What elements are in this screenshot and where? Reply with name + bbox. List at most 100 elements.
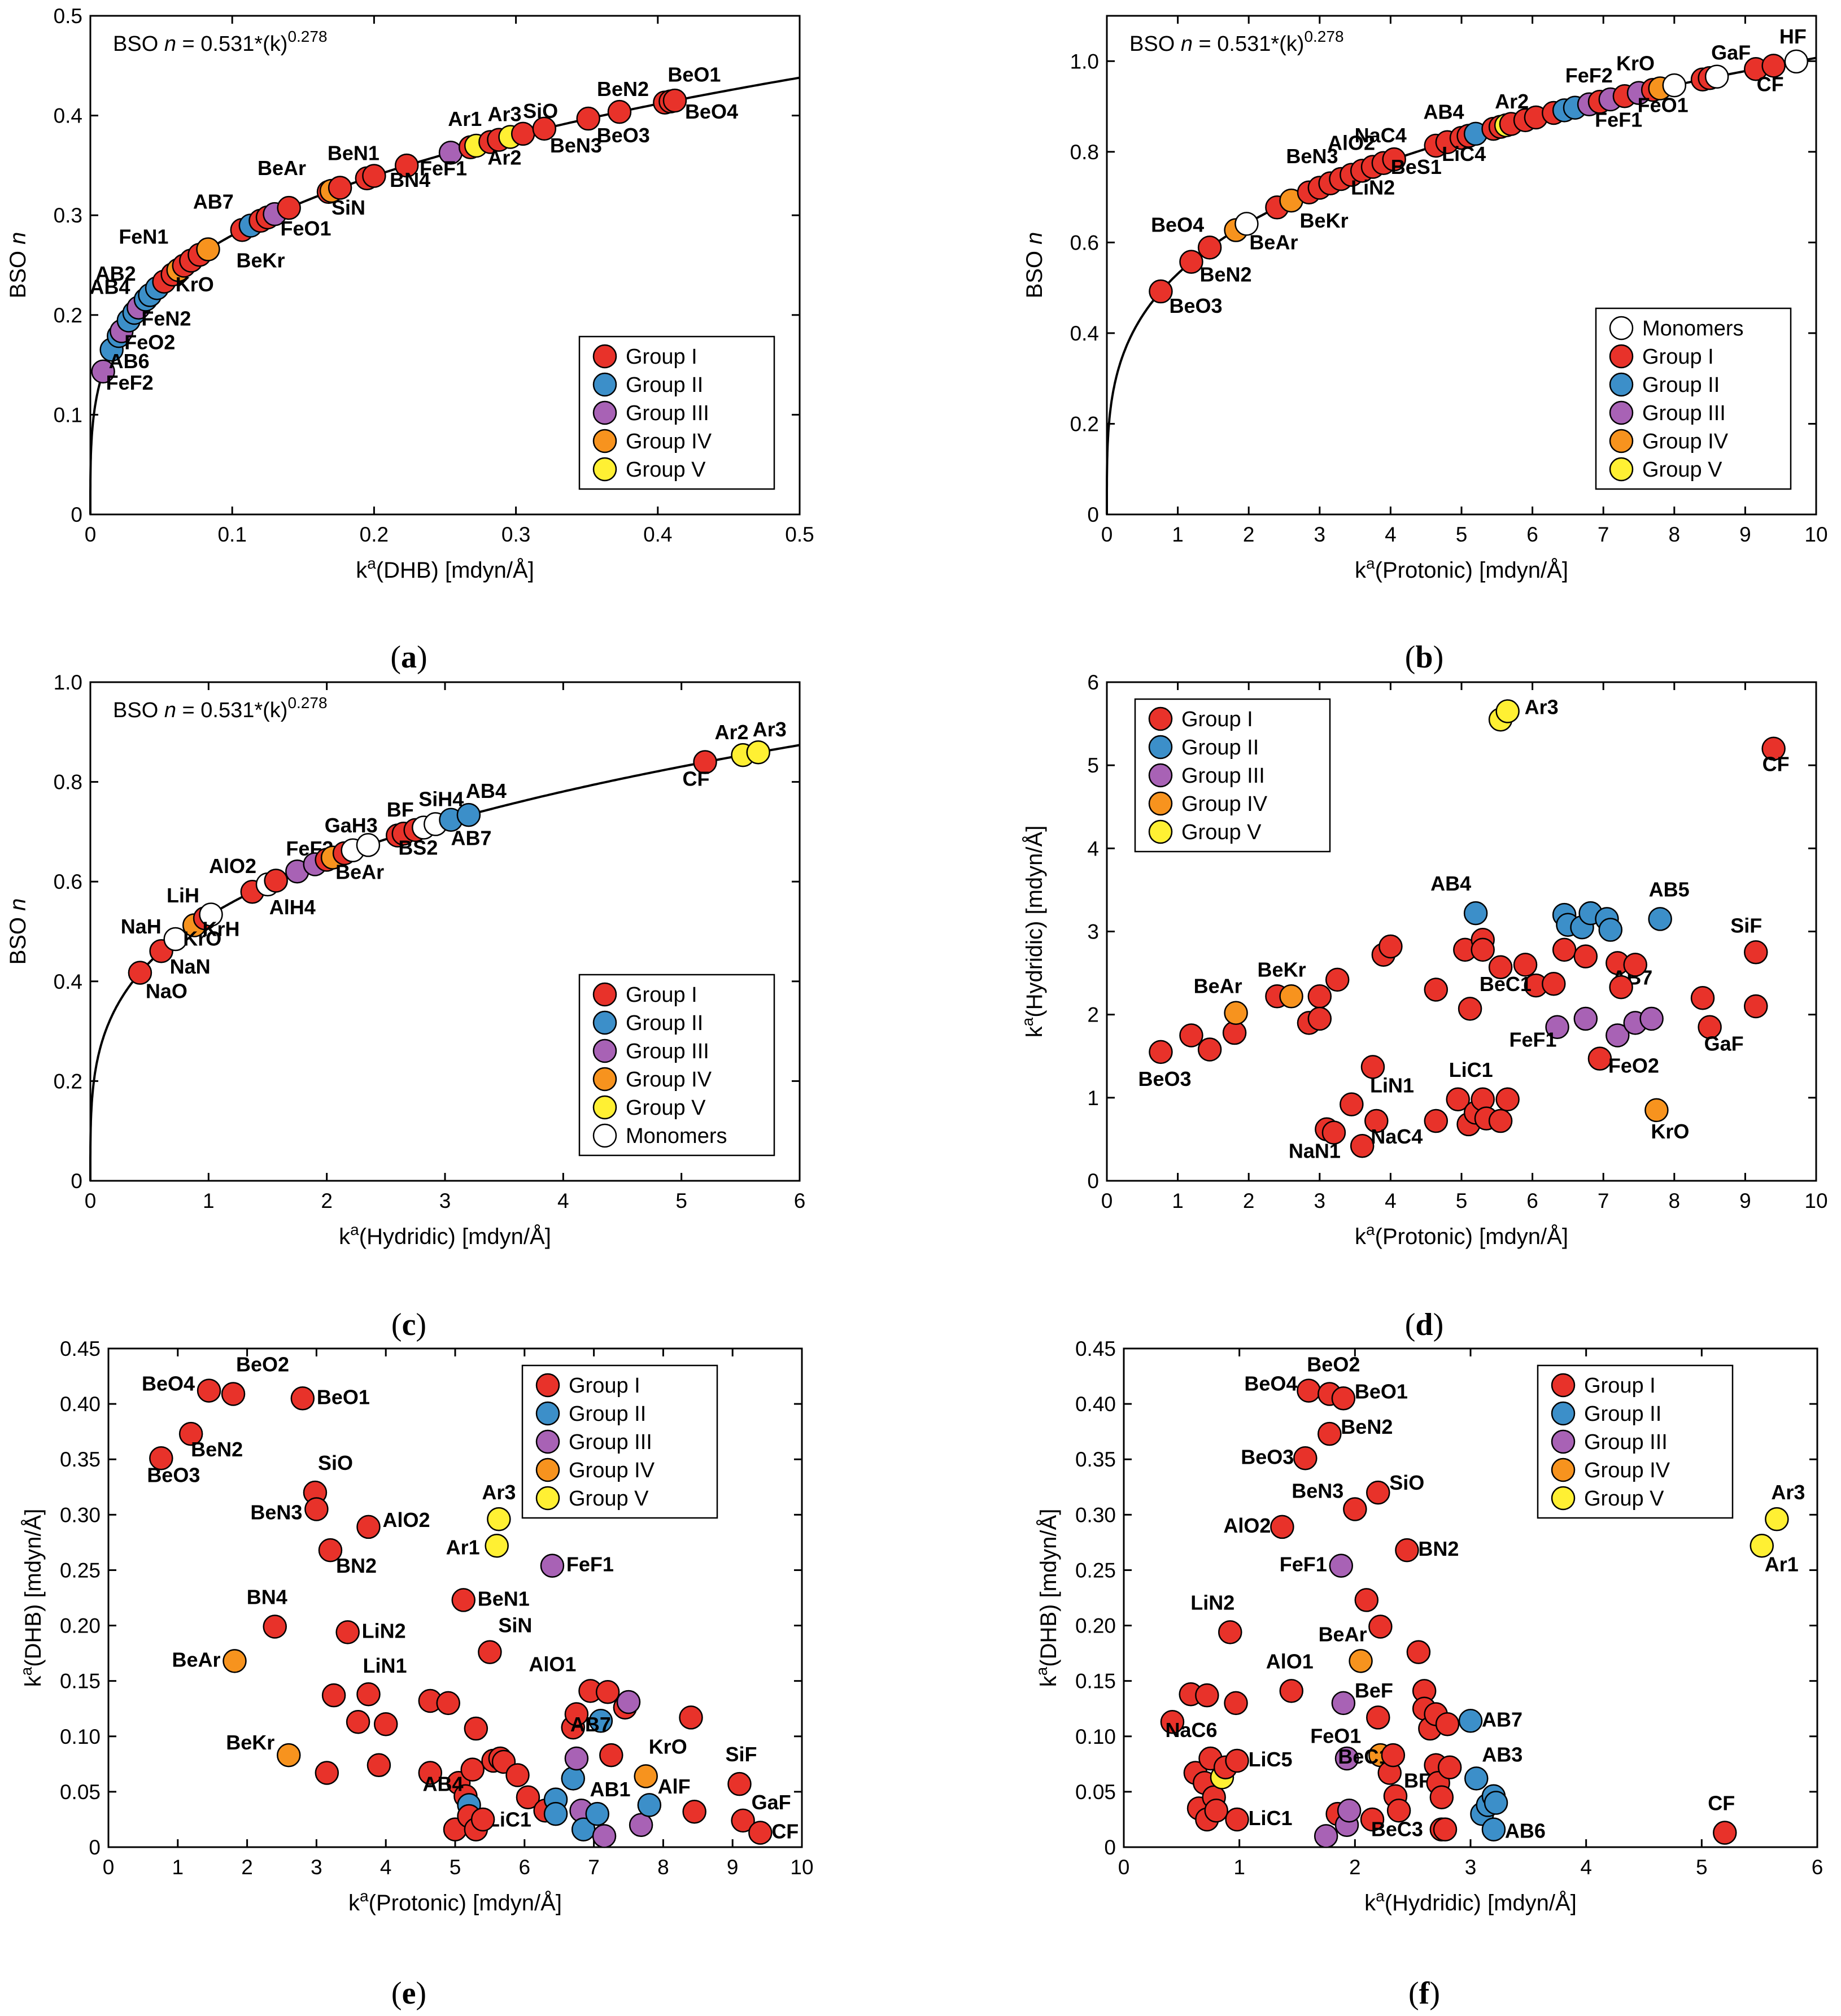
y-tick-label: 0 xyxy=(1087,1170,1099,1193)
point-label: BeO2 xyxy=(236,1352,289,1376)
point-label: BeO4 xyxy=(1151,213,1204,236)
point-unlabeled xyxy=(1386,1798,1411,1823)
y-tick-label: 0.6 xyxy=(1070,231,1099,254)
point-unlabeled xyxy=(585,1801,609,1826)
point-bear xyxy=(1349,1649,1373,1673)
point-label: BeKr xyxy=(236,249,285,272)
legend-marker xyxy=(592,372,617,397)
legend-marker xyxy=(1148,791,1173,816)
point-beo3 xyxy=(1293,1446,1318,1470)
legend-marker xyxy=(1551,1373,1576,1398)
legend: Group I Group II Group III Group IV Group V xyxy=(1537,1364,1734,1519)
y-tick-label: 0 xyxy=(71,503,82,526)
x-axis-title-rest: (DHB) [mdyn/Å] xyxy=(376,557,534,583)
x-tick-label: 7 xyxy=(1598,1189,1609,1212)
point-label: BeN1 xyxy=(478,1587,530,1610)
point-beo3 xyxy=(576,106,600,131)
point-unlabeled xyxy=(1484,1791,1508,1815)
point-ab5 xyxy=(1648,907,1672,931)
point-lin1 xyxy=(1360,1055,1385,1079)
legend-label: Group I xyxy=(1181,708,1253,731)
legend-label: Monomers xyxy=(626,1124,727,1148)
point-unlabeled xyxy=(1623,953,1647,977)
point-fef1 xyxy=(1329,1554,1354,1578)
point-label: AB4 xyxy=(1424,101,1464,124)
point-label: LiH xyxy=(167,884,199,907)
point-label: NaC4 xyxy=(1355,124,1407,147)
legend-label: Group II xyxy=(1584,1402,1661,1426)
legend-label: Group V xyxy=(1181,821,1262,844)
point-unlabeled xyxy=(1195,1683,1219,1708)
y-axis-title: BSO n xyxy=(6,898,30,965)
y-tick-label: 0.45 xyxy=(60,1337,101,1360)
point-label: AlO2 xyxy=(1223,1514,1271,1537)
point-label: Ar1 xyxy=(448,107,482,130)
x-tick-label: 2 xyxy=(1349,1856,1361,1879)
point-unlabeled xyxy=(1437,1755,1462,1779)
point-label: CF xyxy=(683,767,710,791)
x-tick-label: 6 xyxy=(519,1856,531,1879)
point-ab4 xyxy=(1463,901,1488,926)
x-tick-label: 2 xyxy=(321,1189,333,1212)
x-tick-label: 1 xyxy=(1233,1856,1245,1879)
point-label: BeN3 xyxy=(1292,1480,1343,1503)
point-unlabeled xyxy=(1458,997,1482,1021)
legend: Group I Group II Group III Group IV Group V xyxy=(578,335,775,490)
point-label: AlO2 xyxy=(383,1508,430,1531)
eq-exp: 0.278 xyxy=(287,694,327,712)
point-label: AlO1 xyxy=(529,1652,576,1675)
point-ben2 xyxy=(178,1421,203,1446)
point-label: LiC1 xyxy=(1249,1806,1293,1830)
point-nac4 xyxy=(1382,147,1406,172)
point-label: BeC1 xyxy=(1480,972,1532,996)
point-beo3 xyxy=(1149,279,1173,304)
point-ar3 xyxy=(1765,1507,1789,1531)
point-unlabeled xyxy=(564,1746,589,1771)
point-label: Ar3 xyxy=(1771,1481,1805,1504)
point-label: BeO1 xyxy=(317,1385,370,1408)
point-label: BeAr xyxy=(172,1648,220,1671)
point-nao xyxy=(128,961,152,985)
point-ab4 xyxy=(456,802,481,827)
legend-label: Group II xyxy=(626,373,703,397)
legend-marker xyxy=(535,1401,560,1426)
point-unlabeled xyxy=(1690,985,1715,1010)
point-ben2 xyxy=(1179,250,1203,274)
point-alf xyxy=(682,1799,706,1824)
equation-label: BSO n = 0.531*(k)0.278 xyxy=(1129,28,1344,56)
y-tick-label: 0.20 xyxy=(1075,1614,1116,1638)
x-tick-label: 9 xyxy=(727,1856,739,1879)
legend-marker xyxy=(1609,429,1634,453)
point-unlabeled xyxy=(367,1753,391,1778)
point-unlabeled xyxy=(1368,1614,1393,1639)
point-unlabeled xyxy=(1204,1798,1228,1823)
legend: Group I Group II Group III Group IV Group V xyxy=(521,1364,718,1519)
point-unlabeled xyxy=(1471,937,1495,962)
y-tick-label: 1.0 xyxy=(1070,50,1099,73)
legend-marker xyxy=(592,1095,617,1120)
point-unlabeled xyxy=(1334,1746,1359,1771)
point-label: LiC4 xyxy=(1442,142,1486,165)
point-cf xyxy=(1761,736,1786,761)
x-tick-label: 0.3 xyxy=(501,523,530,546)
legend-marker xyxy=(592,982,617,1007)
point-unlabeled xyxy=(1424,978,1449,1002)
point-unlabeled xyxy=(1424,1109,1449,1133)
legend-marker xyxy=(1609,400,1634,425)
panel-letter: (e) xyxy=(391,1976,426,2011)
legend-label: Group I xyxy=(1642,345,1714,369)
y-axis-title: ka(Hydridic) [mdyn/Å] xyxy=(1019,826,1047,1038)
point-bn4 xyxy=(263,1614,287,1639)
point-unlabeled xyxy=(561,1766,586,1791)
y-tick-label: 5 xyxy=(1087,754,1099,777)
legend-marker xyxy=(1551,1458,1576,1482)
point-label: NaC4 xyxy=(1371,1125,1423,1148)
point-unlabeled xyxy=(1495,1087,1520,1112)
legend-label: Group IV xyxy=(1642,430,1729,453)
x-axis-title-k: k xyxy=(1364,1891,1376,1915)
point-label: BeKr xyxy=(1300,209,1349,232)
point-label: BeC3 xyxy=(1371,1818,1423,1841)
point-label: AB3 xyxy=(1482,1743,1522,1766)
point-beo3 xyxy=(1149,1040,1173,1064)
